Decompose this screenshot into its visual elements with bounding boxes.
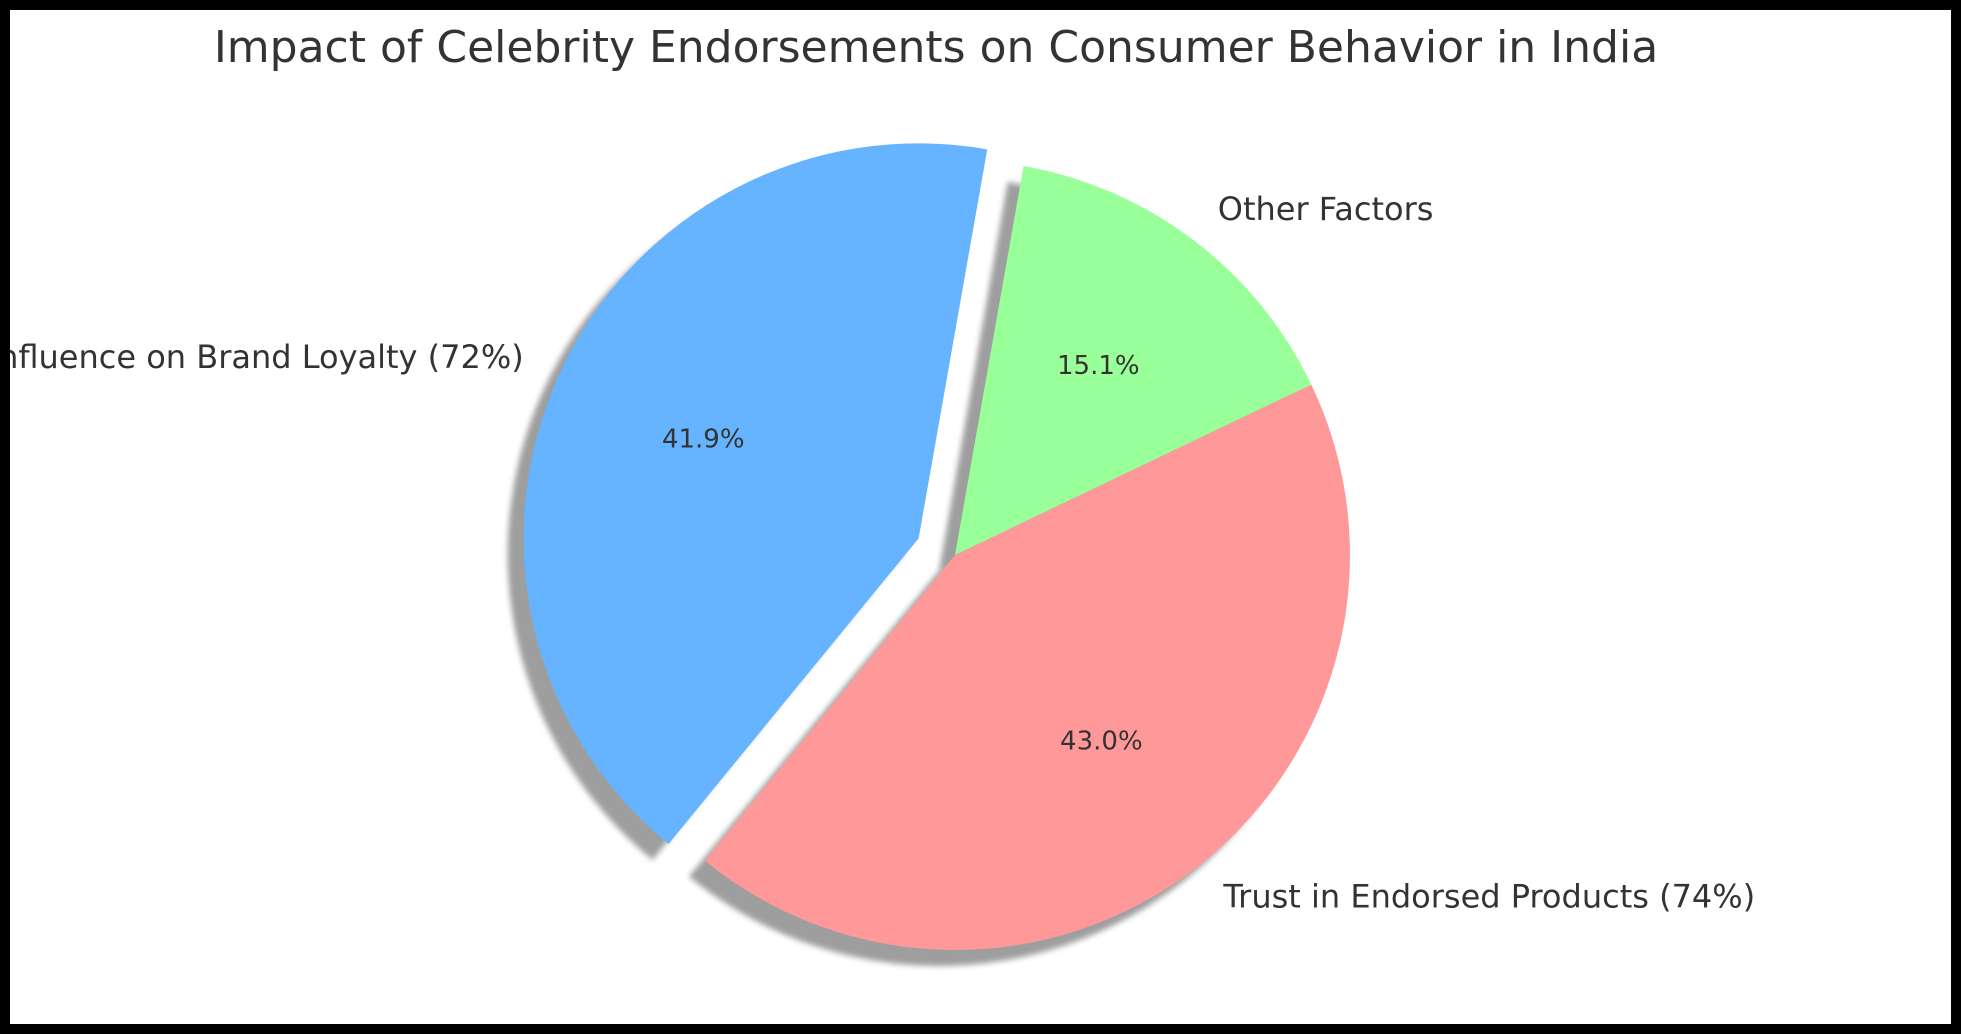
pie-slices xyxy=(523,143,1350,951)
slice-labels: Influence on Brand Loyalty (72%) 41.9% Tru… xyxy=(10,190,1755,916)
slice-label-influence-on-brand-loyalty: Influence on Brand Loyalty (72%) xyxy=(10,338,524,376)
slice-percent-other-factors: 15.1% xyxy=(1057,351,1140,381)
pie-slice-other-factors xyxy=(955,166,1312,556)
pie-slice-influence-on-brand-loyalty xyxy=(523,143,988,844)
slice-label-trust-in-endorsed-products: Trust in Endorsed Products (74%) xyxy=(1222,878,1755,916)
chart-title: Impact of Celebrity Endorsements on Cons… xyxy=(214,22,1658,73)
slice-percent-trust-in-endorsed-products: 43.0% xyxy=(1060,726,1143,756)
slice-label-other-factors: Other Factors xyxy=(1218,190,1434,228)
slice-percent-influence-on-brand-loyalty: 41.9% xyxy=(662,424,745,454)
pie-slice-trust-in-endorsed-products xyxy=(704,384,1350,951)
pie-chart: Impact of Celebrity Endorsements on Cons… xyxy=(10,22,1755,967)
chart-frame: Impact of Celebrity Endorsements on Cons… xyxy=(10,10,1951,1024)
